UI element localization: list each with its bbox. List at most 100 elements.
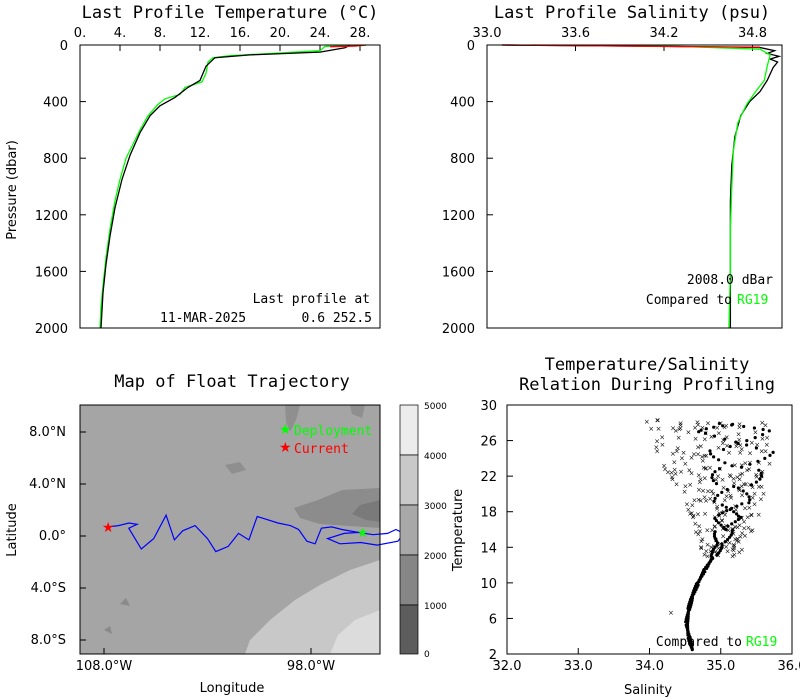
ts-point: × [716,430,722,438]
ts-point: × [728,492,734,500]
ts-point: × [695,443,701,451]
ts-point: × [754,473,760,481]
ts-compared-to-label: Compared to [656,635,742,650]
ts-point: × [758,473,764,481]
ts-point: × [737,522,743,530]
ts-point [726,537,730,542]
y-tick-label: 1200 [442,209,475,224]
ts-point: × [701,551,707,559]
ts-point [768,453,772,457]
y-tick-label: 2 [489,648,497,663]
ts-point: × [679,454,685,462]
ts-y-ticks: 30 26 22 18 14 10 6 2 [480,399,513,663]
ts-point [756,459,760,463]
longitude-axis-label: Longitude [200,681,265,696]
ts-point [711,479,716,483]
ts-point: × [759,473,765,481]
ts-point: × [719,543,725,551]
ts-point [720,490,724,494]
ts-point: × [730,553,736,561]
ts-point [739,465,744,469]
lon-tick-108w: 108.0°W [76,659,133,674]
ts-point [736,517,741,522]
lat-tick-8s: 8.0°S [31,633,66,648]
ts-point: × [721,508,727,516]
ts-point: × [703,452,709,460]
depth-tick-5000: 5000 [424,402,447,412]
ts-point [730,522,734,526]
ts-point: × [722,424,728,432]
ts-point [717,458,721,462]
ts-point [754,480,759,484]
ts-point: × [698,476,704,484]
ts-point: × [743,480,749,488]
salinity-x-ticks: 33.0 33.6 34.2 34.8 [473,26,767,51]
depth-tick-0: 0 [424,650,430,660]
ts-point: × [691,512,697,520]
ts-point: × [734,537,740,545]
ts-point: × [678,420,684,428]
ts-point [747,495,751,499]
y-tick-label: 1600 [442,265,475,280]
ts-point: × [696,472,702,480]
y-tick-label: 18 [480,506,497,521]
ts-point [720,503,724,507]
last-profile-date: 11-MAR-2025 [160,311,246,326]
ts-point: × [761,490,767,498]
ts-point: × [731,551,737,559]
ts-point: × [686,466,692,474]
bathymetry-features [104,405,380,654]
ts-point: × [712,514,718,522]
ts-point: × [735,523,741,531]
ts-point [741,489,745,493]
ts-point [745,492,749,496]
temperature-plot-frame [79,44,381,329]
x-tick-label: 33.6 [561,26,590,41]
ts-point [719,523,723,527]
x-tick-label: 12. [190,26,211,41]
ts-point: × [756,483,762,491]
ts-point [748,462,752,466]
ts-point [724,505,728,509]
ts-point [735,512,739,516]
ts-point: × [767,460,773,468]
ts-point: × [669,474,675,482]
reference-climatology-label: RG19 [737,293,768,308]
ts-point: × [735,439,741,447]
ts-point: × [676,434,682,442]
ts-point: × [695,511,701,519]
y-tick-label: 800 [450,152,475,167]
ts-point: × [720,476,726,484]
ts-point: × [748,511,754,519]
ts-point: × [697,478,703,486]
ts-point: × [682,460,688,468]
ts-point: × [685,429,691,437]
deployment-legend-label: Deployment [294,424,372,439]
ts-point: × [762,422,768,430]
ts-point: × [690,514,696,522]
lat-tick-0: 0.0° [39,529,66,544]
ts-point: × [676,425,682,433]
ts-point: × [726,449,732,457]
ts-point: × [693,529,699,537]
ts-point: × [737,533,743,541]
ts-point: × [739,482,745,490]
ts-point: × [691,451,697,459]
ts-point: × [698,497,704,505]
y-tick-label: 30 [480,399,497,414]
ts-point: × [670,450,676,458]
depth-tick-3000: 3000 [424,502,447,512]
ts-point: × [747,481,753,489]
lon-tick-98w: 98.0°W [287,659,335,674]
ts-point: × [716,444,722,452]
deployment-legend-star: ★ [279,422,292,438]
y-tick-label: 0 [60,39,68,54]
ts-point: × [741,518,747,526]
y-tick-label: 26 [480,435,497,450]
depth-tick-2000: 2000 [424,552,447,562]
ts-point: × [708,433,714,441]
ts-point: × [728,473,734,481]
x-tick-label: 34.8 [738,26,767,41]
x-tick-label: 16. [230,26,251,41]
